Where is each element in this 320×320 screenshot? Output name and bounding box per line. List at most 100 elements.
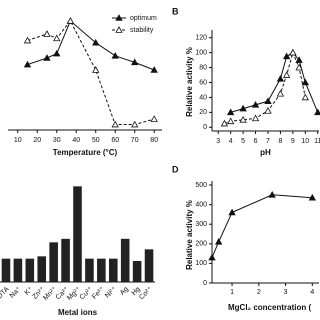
point — [23, 60, 32, 68]
x-tick-label: 11 — [314, 138, 320, 145]
series-line — [211, 194, 313, 258]
legend-label: optimum — [130, 15, 157, 22]
x-tick-label: 10 — [14, 137, 22, 144]
panel-label: D — [172, 164, 179, 174]
point — [53, 49, 61, 57]
y-tick-label: 0 — [203, 280, 207, 287]
bar — [25, 258, 35, 282]
point — [264, 97, 272, 104]
point — [295, 56, 303, 63]
point — [251, 101, 260, 108]
point — [43, 30, 51, 37]
point — [289, 48, 297, 56]
panel-label: B — [172, 6, 179, 16]
point — [53, 34, 61, 42]
point — [131, 120, 139, 128]
bar — [49, 242, 58, 282]
x-tick-label: 6 — [254, 138, 258, 145]
point — [264, 107, 272, 114]
x-axis-title: MgCl₂ concentration ( — [228, 303, 311, 312]
point — [226, 117, 235, 125]
point — [226, 108, 235, 116]
x-tick-label: 20 — [33, 137, 41, 144]
point — [23, 36, 32, 44]
point — [92, 38, 100, 46]
x-tick-label: 60 — [111, 137, 119, 144]
point — [239, 104, 247, 112]
x-axis-title: Temperature (°C) — [53, 148, 118, 157]
point — [131, 58, 139, 66]
point — [92, 66, 100, 73]
x-tick-label: DTA — [0, 286, 11, 301]
y-tick-label: 500 — [195, 182, 207, 189]
x-tick-label: 7 — [266, 138, 270, 145]
x-tick-label: Ag — [119, 286, 130, 297]
bar — [108, 258, 118, 282]
bar — [120, 238, 130, 282]
bar — [97, 258, 106, 282]
x-axis-title: Metal ions — [58, 308, 98, 317]
series-line — [230, 52, 319, 113]
x-axis-title: pH — [260, 148, 271, 157]
y-tick-label: 300 — [195, 221, 207, 228]
y-tick-label: 0 — [203, 124, 207, 131]
point — [268, 190, 276, 198]
x-tick-label: Fe³⁺ — [91, 286, 106, 301]
x-tick-label: 4 — [310, 289, 314, 296]
x-tick-label: Cu²⁺ — [79, 286, 95, 302]
point — [150, 115, 158, 122]
x-tick-label: 70 — [131, 137, 139, 144]
y-axis-title: Relative activity % — [185, 200, 194, 270]
point — [282, 52, 291, 60]
x-tick-label: 8 — [278, 138, 282, 145]
x-tick-label: 50 — [92, 137, 100, 144]
point — [111, 51, 119, 59]
y-tick-label: 200 — [195, 241, 207, 248]
point — [314, 108, 320, 116]
point — [239, 115, 247, 123]
bar — [37, 256, 47, 282]
y-tick-label: 100 — [195, 49, 207, 56]
point — [301, 93, 309, 101]
point — [111, 120, 119, 128]
y-tick-label: 120 — [195, 35, 207, 42]
bar — [73, 186, 82, 282]
point — [66, 17, 75, 24]
x-tick-label: 40 — [72, 137, 80, 144]
point — [295, 63, 303, 71]
bar — [1, 258, 11, 282]
y-tick-label: 400 — [195, 201, 207, 208]
x-tick-label: K⁺ — [24, 286, 35, 297]
y-tick-label: 60 — [199, 79, 207, 86]
x-tick-label: Co²⁺ — [138, 286, 154, 302]
point — [228, 208, 236, 216]
y-tick-label: 40 — [199, 94, 207, 101]
x-tick-label: 2 — [257, 289, 261, 296]
y-tick-label: 20 — [199, 109, 207, 116]
point — [276, 89, 285, 97]
bar — [144, 249, 154, 282]
point — [276, 74, 285, 82]
x-tick-label: Ni²⁺ — [104, 286, 118, 300]
bar — [132, 261, 142, 282]
bar — [61, 238, 70, 282]
x-tick-label: 3 — [284, 289, 288, 296]
point — [282, 71, 291, 78]
point — [43, 54, 51, 61]
series-line — [224, 51, 306, 125]
point — [215, 238, 223, 245]
x-tick-label: 9 — [291, 138, 295, 145]
x-tick-label: 3 — [216, 138, 220, 145]
x-tick-label: 5 — [241, 138, 245, 145]
x-tick-label: 30 — [53, 137, 61, 144]
point — [308, 193, 316, 201]
point — [251, 114, 260, 122]
bar — [85, 258, 94, 282]
point — [220, 119, 229, 127]
x-tick-label: Hg — [131, 286, 142, 297]
legend-marker — [115, 26, 123, 33]
legend-marker — [115, 14, 123, 21]
point — [301, 78, 309, 86]
